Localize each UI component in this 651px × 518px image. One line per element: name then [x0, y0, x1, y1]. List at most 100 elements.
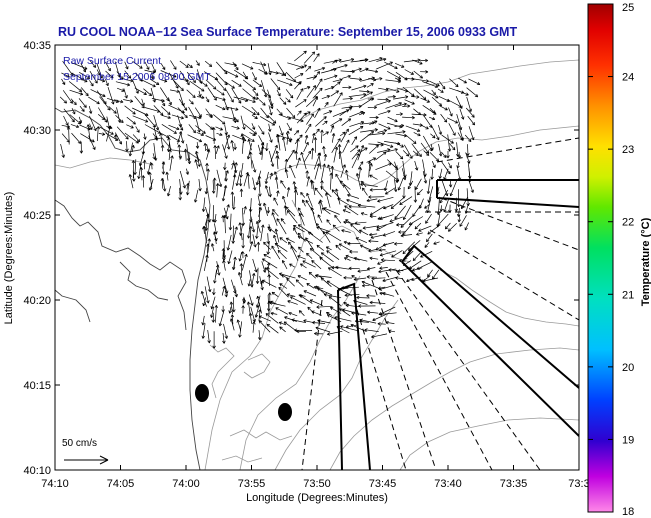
current-vector [447, 223, 457, 232]
current-vector [224, 288, 228, 298]
current-vector [167, 97, 172, 106]
radial-line [371, 279, 437, 470]
current-vector [420, 97, 430, 103]
current-vector [152, 153, 156, 160]
current-vector [309, 248, 323, 259]
current-vector [394, 62, 405, 68]
current-vector [240, 115, 246, 130]
current-vector [412, 205, 421, 217]
current-vector [465, 107, 475, 118]
current-vector [264, 267, 279, 280]
current-vector [96, 63, 104, 79]
current-vector [302, 260, 316, 268]
current-vector [369, 214, 377, 219]
current-vector [201, 323, 206, 339]
current-vector [378, 248, 386, 252]
current-vector [228, 213, 233, 231]
current-vector [267, 292, 272, 304]
current-vector [221, 248, 226, 259]
current-vector [238, 251, 242, 262]
current-vector [108, 106, 117, 114]
current-vector [149, 78, 160, 86]
current-vector [232, 297, 236, 313]
current-vector [287, 116, 304, 123]
current-vector [233, 143, 237, 150]
current-vector [299, 294, 313, 304]
current-vector [430, 133, 436, 139]
colorbar-tick-label: 20 [622, 362, 634, 374]
current-vector [375, 99, 391, 106]
coastline-segment [119, 261, 169, 301]
x-tick-label: 74:05 [107, 478, 135, 490]
current-vector [296, 64, 307, 70]
current-vector [342, 85, 352, 90]
current-vector [402, 204, 412, 220]
chart-title: RU COOL NOAA−12 Sea Surface Temperature:… [58, 25, 517, 39]
current-vector [343, 276, 353, 280]
current-vector [281, 136, 287, 152]
current-vector [177, 144, 181, 160]
current-vector [116, 87, 125, 92]
current-vector [180, 78, 189, 83]
current-vector [414, 222, 422, 230]
current-vector [293, 130, 300, 136]
current-vector [212, 177, 217, 190]
station-marker [195, 384, 209, 402]
current-vector [278, 72, 285, 76]
current-vector [349, 67, 362, 73]
current-vector [256, 241, 261, 252]
current-vector [369, 115, 379, 120]
current-vector [317, 152, 322, 170]
x-tick-label: 74:00 [172, 478, 200, 490]
current-vector [423, 114, 433, 128]
current-vector [342, 96, 353, 101]
x-tick-label: 73:50 [303, 478, 331, 490]
current-vector [216, 169, 223, 188]
current-vector [124, 70, 132, 79]
current-vector [353, 277, 367, 282]
current-vector [343, 257, 351, 261]
current-vector [106, 125, 112, 142]
current-vector [228, 306, 232, 314]
current-vector [330, 90, 340, 97]
current-vector [418, 225, 432, 232]
current-vector [285, 97, 291, 103]
current-vector [355, 173, 362, 190]
current-vector [323, 153, 328, 161]
current-vector [258, 207, 263, 217]
current-vector [464, 134, 472, 143]
current-vector [230, 314, 235, 325]
current-vector [393, 95, 409, 100]
current-vector [124, 61, 129, 70]
current-vector [368, 239, 379, 243]
current-vector [235, 170, 241, 187]
current-vector [358, 111, 366, 116]
current-vector [170, 60, 177, 70]
current-vector [396, 112, 403, 116]
current-vector [255, 267, 260, 284]
current-vector [317, 287, 333, 296]
current-vector [443, 197, 450, 213]
current-vector [444, 222, 451, 230]
current-vector [343, 184, 351, 196]
current-vector [427, 224, 441, 235]
current-vector [251, 72, 257, 81]
current-vector [438, 80, 446, 90]
current-vector [99, 126, 114, 135]
current-vector [312, 320, 326, 325]
scale-vector-arrow [64, 455, 109, 465]
current-vector [195, 117, 201, 133]
current-vector [178, 187, 182, 201]
current-vector [246, 143, 253, 160]
current-vector [223, 323, 229, 339]
current-vector [258, 330, 262, 341]
current-vector [360, 212, 368, 216]
current-vector [457, 132, 464, 141]
current-vector [224, 170, 229, 181]
current-vector [330, 63, 348, 71]
current-vector [150, 87, 156, 103]
current-vector [466, 144, 470, 157]
current-vector [394, 161, 398, 169]
current-vector [366, 198, 378, 203]
